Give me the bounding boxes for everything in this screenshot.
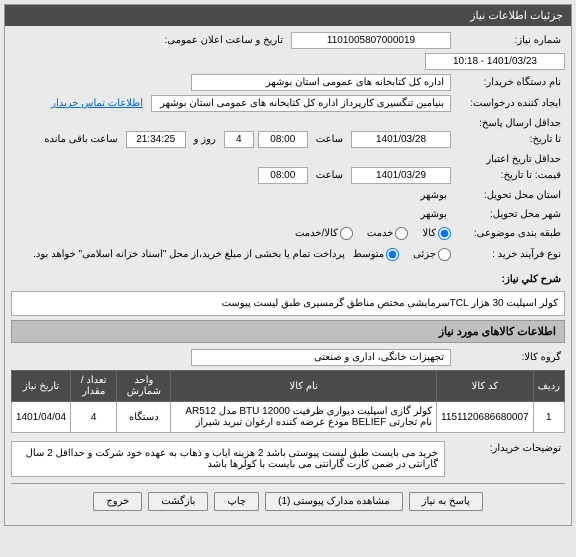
creator-value: بنیامین تنگسیری کارپرداز اداره کل کتابخا… <box>151 95 451 112</box>
summary-title: شرح کلي نياز: <box>455 272 565 287</box>
col-qty: تعداد / مقدار <box>71 371 117 402</box>
deadline-label2: تا تاریخ: <box>455 132 565 147</box>
proc-medium-input[interactable] <box>386 248 399 261</box>
time2-value: 08:00 <box>258 167 308 184</box>
col-date: تاریخ نیاز <box>12 371 71 402</box>
deadline-label1: حداقل ارسال پاسخ: <box>455 116 565 131</box>
cat-service-input[interactable] <box>395 227 408 240</box>
need-no-label: شماره نیاز: <box>455 33 565 48</box>
remain-value: 21:34:25 <box>126 131 186 148</box>
table-row: 1 1151120686680007 کولر گازی اسپلیت دیوا… <box>12 402 565 433</box>
cat-service-label: خدمت <box>367 228 394 239</box>
time2-label: ساعت <box>312 170 347 181</box>
day-label: روز و <box>190 134 220 145</box>
docs-button[interactable]: مشاهده مدارک پیوستی (1) <box>265 492 403 511</box>
cell-row: 1 <box>533 402 564 433</box>
reply-button[interactable]: پاسخ به نیاز <box>409 492 483 511</box>
proc-small-input[interactable] <box>438 248 451 261</box>
valid-label1: حداقل تاریخ اعتبار <box>455 152 565 167</box>
process-radios: جزئی متوسط <box>353 248 451 261</box>
need-details-panel: جزئیات اطلاعات نیاز شماره نیاز: 11010058… <box>4 4 572 526</box>
desc-box: خرید می بایست طبق لیست پیوستی باشد 2 هزی… <box>11 441 445 477</box>
desc-label: توضیحات خریدار: <box>455 441 565 456</box>
process-label: نوع فرآیند خرید : <box>455 247 565 262</box>
items-section-title: اطلاعات کالاهای مورد نیاز <box>11 320 565 343</box>
col-code: کد کالا <box>437 371 534 402</box>
cell-qty: 4 <box>71 402 117 433</box>
announce-value: 1401/03/23 - 10:18 <box>425 53 565 70</box>
city-label: شهر محل تحویل: <box>455 207 565 222</box>
summary-box: کولر اسپلیت 30 هزار TCLسرمایشی مختص مناط… <box>11 291 565 316</box>
col-row: ردیف <box>533 371 564 402</box>
remain-label: ساعت باقی مانده <box>40 134 121 145</box>
group-value: تجهیزات خانگی، اداری و صنعتی <box>191 349 451 366</box>
panel-title: جزئیات اطلاعات نیاز <box>5 5 571 26</box>
valid-date: 1401/03/29 <box>351 167 451 184</box>
back-button[interactable]: بازگشت <box>148 492 208 511</box>
cat-goods-radio[interactable]: کالا <box>422 227 451 240</box>
cat-service-radio[interactable]: خدمت <box>367 227 409 240</box>
valid-label2: قیمت: تا تاریخ: <box>455 168 565 183</box>
button-row: پاسخ به نیاز مشاهده مدارک پیوستی (1) چاپ… <box>11 483 565 519</box>
cat-both-input[interactable] <box>340 227 353 240</box>
cell-code: 1151120686680007 <box>437 402 534 433</box>
group-label: گروه کالا: <box>455 350 565 365</box>
buyer-value: اداره کل کتابخانه های عمومی استان بوشهر <box>191 74 451 91</box>
location-label: استان محل تحویل: <box>455 188 565 203</box>
proc-small-label: جزئی <box>413 249 436 260</box>
buyer-label: نام دستگاه خریدار: <box>455 75 565 90</box>
need-no-value: 1101005807000019 <box>291 32 451 49</box>
items-header-row: ردیف کد کالا نام کالا واحد شمارش تعداد /… <box>12 371 565 402</box>
col-name: نام کالا <box>171 371 437 402</box>
cat-goods-label: کالا <box>422 228 436 239</box>
cat-goods-input[interactable] <box>438 227 451 240</box>
time1-label: ساعت <box>312 134 347 145</box>
proc-small-radio[interactable]: جزئی <box>413 248 451 261</box>
print-button[interactable]: چاپ <box>214 492 259 511</box>
exit-button[interactable]: خروج <box>93 492 142 511</box>
day-value: 4 <box>224 131 254 148</box>
proc-medium-label: متوسط <box>353 249 384 260</box>
cell-name: کولر گازی اسپلیت دیواری ظرفیت BTU 12000 … <box>171 402 437 433</box>
deadline-date: 1401/03/28 <box>351 131 451 148</box>
time1-value: 08:00 <box>258 131 308 148</box>
cell-date: 1401/04/04 <box>12 402 71 433</box>
panel-body: شماره نیاز: 1101005807000019 تاریخ و ساع… <box>5 26 571 525</box>
proc-medium-radio[interactable]: متوسط <box>353 248 399 261</box>
city-value: بوشهر <box>417 209 451 220</box>
category-radios: کالا خدمت کالا/خدمت <box>295 227 451 240</box>
location-value: بوشهر <box>417 190 451 201</box>
announce-label: تاریخ و ساعت اعلان عمومی: <box>147 33 287 48</box>
items-table: ردیف کد کالا نام کالا واحد شمارش تعداد /… <box>11 370 565 433</box>
cat-both-radio[interactable]: کالا/خدمت <box>295 227 353 240</box>
cell-unit: دستگاه <box>117 402 171 433</box>
category-label: طبقه بندی موضوعی: <box>455 226 565 241</box>
cat-both-label: کالا/خدمت <box>295 228 338 239</box>
col-unit: واحد شمارش <box>117 371 171 402</box>
process-note: پرداخت تمام یا بخشی از مبلغ خرید،از محل … <box>29 245 349 264</box>
creator-label: ایجاد کننده درخواست: <box>455 96 565 111</box>
contact-link[interactable]: اطلاعات تماس خریدار <box>47 96 147 111</box>
